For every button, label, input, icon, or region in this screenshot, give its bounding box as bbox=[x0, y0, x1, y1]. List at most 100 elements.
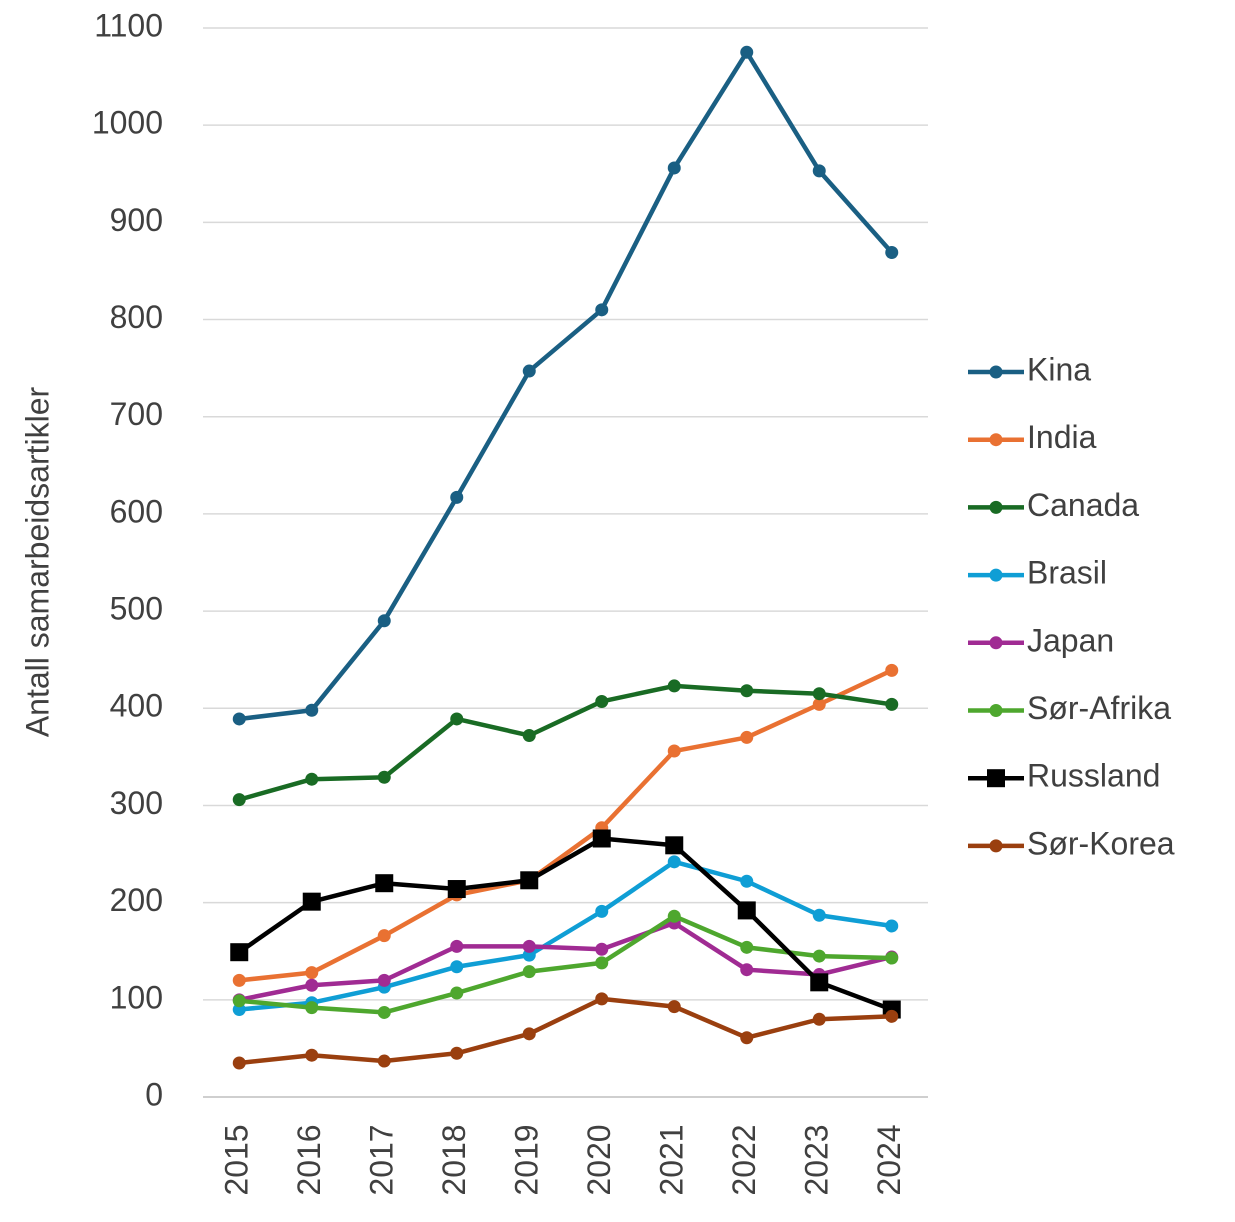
x-tick-label: 2018 bbox=[436, 1124, 472, 1195]
marker bbox=[667, 744, 681, 758]
marker bbox=[885, 1009, 899, 1023]
marker bbox=[450, 490, 464, 504]
marker bbox=[740, 684, 754, 698]
y-tick-label: 1100 bbox=[94, 7, 163, 43]
marker bbox=[595, 992, 609, 1006]
series-line bbox=[239, 913, 892, 1015]
marker bbox=[740, 730, 754, 744]
marker bbox=[305, 1001, 319, 1015]
marker bbox=[450, 1046, 464, 1060]
marker bbox=[885, 951, 899, 965]
legend-marker bbox=[989, 568, 1003, 582]
marker bbox=[522, 1027, 536, 1041]
legend-marker bbox=[989, 704, 1003, 717]
marker bbox=[740, 963, 754, 977]
y-axis-label: Antall samarbeidsartikler bbox=[19, 386, 55, 737]
legend-marker bbox=[989, 839, 1003, 853]
legend-label: Japan bbox=[1027, 622, 1114, 658]
marker bbox=[522, 364, 536, 378]
x-tick-label: 2021 bbox=[654, 1124, 690, 1195]
marker bbox=[522, 965, 536, 979]
marker bbox=[592, 829, 611, 848]
y-tick-label: 800 bbox=[110, 299, 163, 335]
marker bbox=[375, 874, 394, 893]
marker bbox=[812, 908, 826, 922]
series-line bbox=[239, 668, 893, 983]
marker bbox=[737, 901, 756, 920]
y-tick-label: 1000 bbox=[92, 105, 163, 141]
legend-label: Canada bbox=[1027, 487, 1139, 523]
y-tick-label: 200 bbox=[110, 882, 163, 918]
marker bbox=[232, 973, 246, 987]
y-tick-label: 600 bbox=[110, 493, 163, 529]
series-line bbox=[238, 50, 894, 722]
marker bbox=[230, 943, 249, 962]
marker bbox=[595, 694, 609, 708]
marker bbox=[812, 164, 826, 178]
marker bbox=[522, 728, 536, 742]
x-tick-label: 2022 bbox=[726, 1124, 762, 1195]
x-tick-label: 2015 bbox=[219, 1124, 255, 1195]
marker bbox=[450, 712, 464, 726]
y-tick-label: 900 bbox=[110, 202, 163, 238]
legend-label: Russland bbox=[1027, 758, 1160, 794]
marker bbox=[812, 949, 826, 963]
marker bbox=[667, 855, 681, 869]
marker bbox=[522, 939, 536, 953]
marker bbox=[595, 904, 609, 918]
marker bbox=[377, 1005, 391, 1019]
marker bbox=[305, 966, 319, 980]
x-tick-label: 2020 bbox=[581, 1124, 617, 1195]
marker bbox=[885, 245, 899, 259]
marker bbox=[595, 303, 609, 317]
marker bbox=[667, 1000, 681, 1014]
marker bbox=[232, 994, 246, 1008]
marker bbox=[885, 697, 899, 711]
legend-label: Sør-Afrika bbox=[1027, 690, 1171, 726]
marker bbox=[667, 161, 681, 175]
x-tick-label: 2023 bbox=[799, 1124, 835, 1195]
legend-label: Kina bbox=[1027, 351, 1091, 387]
y-tick-label: 100 bbox=[110, 979, 163, 1015]
marker bbox=[812, 697, 826, 711]
x-tick-label: 2016 bbox=[291, 1124, 327, 1195]
marker bbox=[450, 960, 464, 974]
marker bbox=[377, 973, 391, 987]
marker bbox=[740, 940, 754, 954]
marker bbox=[232, 712, 246, 726]
legend-label: Brasil bbox=[1027, 555, 1107, 591]
series-line bbox=[237, 836, 893, 1012]
marker bbox=[447, 880, 466, 899]
legend-label: India bbox=[1027, 419, 1097, 455]
marker bbox=[377, 614, 391, 628]
x-tick-label: 2017 bbox=[364, 1124, 400, 1195]
x-tick-label: 2024 bbox=[871, 1124, 907, 1195]
marker bbox=[302, 892, 321, 911]
marker bbox=[305, 772, 319, 786]
marker bbox=[595, 942, 609, 956]
marker bbox=[450, 986, 464, 1000]
legend-marker bbox=[989, 500, 1003, 514]
marker bbox=[667, 679, 681, 693]
legend-marker bbox=[989, 433, 1003, 447]
marker bbox=[885, 919, 899, 933]
legend-marker bbox=[989, 365, 1003, 379]
marker bbox=[740, 874, 754, 888]
marker bbox=[377, 770, 391, 784]
legend-label: Sør-Korea bbox=[1027, 825, 1175, 861]
y-tick-label: 700 bbox=[110, 396, 163, 432]
legend-marker bbox=[987, 769, 1005, 788]
marker bbox=[810, 973, 829, 992]
marker bbox=[740, 1031, 754, 1045]
marker bbox=[305, 1048, 319, 1062]
marker bbox=[595, 956, 609, 970]
marker bbox=[665, 836, 684, 855]
marker bbox=[812, 1012, 826, 1026]
x-tick-label: 2019 bbox=[509, 1124, 545, 1195]
y-tick-label: 500 bbox=[110, 591, 163, 627]
y-tick-label: 400 bbox=[110, 688, 163, 724]
marker bbox=[232, 1056, 246, 1070]
series-line bbox=[238, 683, 893, 802]
marker bbox=[740, 45, 754, 59]
